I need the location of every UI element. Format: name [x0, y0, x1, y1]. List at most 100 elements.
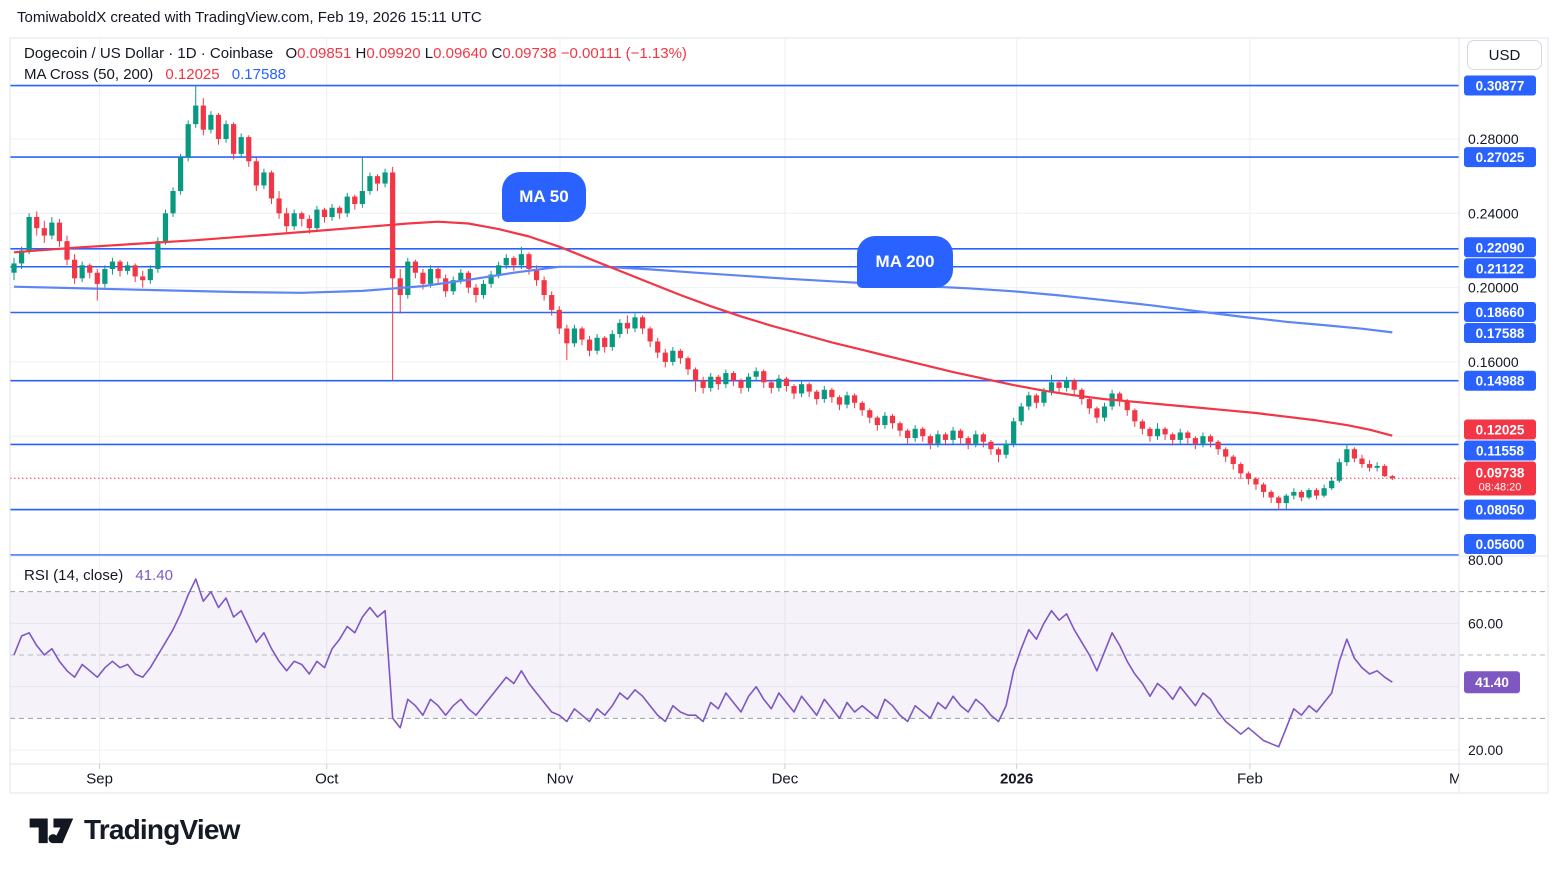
candle-body[interactable]: [306, 218, 312, 229]
candle-body[interactable]: [34, 217, 40, 229]
candle-body[interactable]: [1162, 428, 1168, 435]
candle-body[interactable]: [284, 213, 290, 227]
candle-body[interactable]: [458, 272, 464, 281]
candle-body[interactable]: [374, 176, 381, 184]
candle-body[interactable]: [185, 124, 191, 158]
candle-body[interactable]: [1207, 436, 1214, 442]
price-badge[interactable]: [1464, 301, 1536, 322]
price-badge[interactable]: [1464, 534, 1536, 554]
candle-body[interactable]: [405, 261, 411, 296]
candle-body[interactable]: [359, 191, 365, 205]
candle-body[interactable]: [1094, 408, 1100, 418]
candle-body[interactable]: [594, 337, 600, 351]
price-level-lines[interactable]: [10, 84, 1459, 556]
candle-body[interactable]: [1147, 428, 1153, 437]
tradingview-logo[interactable]: TradingView: [28, 810, 240, 850]
price-badge[interactable]: [1464, 499, 1536, 520]
candle-body[interactable]: [193, 105, 199, 125]
month-label[interactable]: Oct: [315, 771, 339, 788]
candle-body[interactable]: [617, 322, 623, 335]
candle-body[interactable]: [980, 434, 986, 442]
candle-body[interactable]: [882, 415, 888, 426]
candle-body[interactable]: [1041, 391, 1047, 403]
candle-body[interactable]: [140, 276, 146, 281]
month-label[interactable]: Dec: [772, 771, 799, 788]
candle-body[interactable]: [132, 265, 138, 277]
candle-body[interactable]: [852, 395, 858, 403]
candle-body[interactable]: [753, 371, 759, 377]
candle-body[interactable]: [1245, 473, 1251, 479]
candle-body[interactable]: [511, 257, 517, 266]
candle-body[interactable]: [147, 269, 153, 281]
candle-body[interactable]: [450, 280, 456, 292]
candle-body[interactable]: [1200, 436, 1206, 444]
candle-body[interactable]: [64, 241, 70, 260]
candle-body[interactable]: [427, 269, 434, 284]
candle-body[interactable]: [798, 384, 805, 394]
candle-body[interactable]: [1033, 395, 1039, 403]
candle-body[interactable]: [1366, 464, 1373, 468]
candle-body[interactable]: [738, 380, 744, 388]
candle-body[interactable]: [965, 438, 971, 444]
candle-body[interactable]: [1026, 395, 1032, 407]
rsi-layer[interactable]: [13, 578, 1393, 748]
candle-body[interactable]: [783, 378, 790, 387]
candle-body[interactable]: [170, 191, 176, 214]
candle-body[interactable]: [988, 441, 994, 450]
candle-body[interactable]: [723, 373, 729, 385]
candle-body[interactable]: [223, 124, 229, 139]
candle-body[interactable]: [571, 328, 578, 344]
candle-body[interactable]: [1192, 438, 1198, 444]
candle-body[interactable]: [1382, 465, 1388, 477]
candle-body[interactable]: [912, 428, 918, 439]
price-badge[interactable]: [1464, 147, 1536, 168]
candle-body[interactable]: [1154, 428, 1161, 437]
candle-body[interactable]: [1291, 491, 1297, 496]
time-axis[interactable]: Sep Oct Nov Dec 2026 Feb Mar: [86, 764, 1475, 788]
price-badge[interactable]: [1464, 258, 1536, 279]
candle-body[interactable]: [71, 259, 78, 279]
candle-body[interactable]: [761, 371, 767, 383]
price-axis-badges[interactable]: 0.30877 0.27025 0.22090 0.21122 0.18660 0.175…: [1464, 75, 1536, 694]
candle-body[interactable]: [1283, 495, 1289, 504]
ma50-line[interactable]: [13, 220, 1393, 437]
candle-body[interactable]: [299, 213, 305, 219]
candle-body[interactable]: [352, 196, 358, 205]
candle-body[interactable]: [1185, 432, 1191, 439]
price-axis-labels[interactable]: 0.28000 0.24000 0.20000 0.16000 80.00 60.00 20…: [1468, 131, 1519, 758]
candle-body[interactable]: [745, 376, 752, 388]
candle-body[interactable]: [942, 434, 949, 440]
symbol-title[interactable]: Dogecoin / US Dollar · 1D · Coinbase: [24, 45, 274, 62]
candle-body[interactable]: [776, 378, 782, 388]
candle-body[interactable]: [1215, 441, 1221, 450]
candle-body[interactable]: [844, 395, 850, 405]
candle-body[interactable]: [1389, 476, 1395, 479]
price-badge[interactable]: [1464, 419, 1536, 440]
candle-body[interactable]: [435, 269, 441, 279]
candle-body[interactable]: [200, 105, 206, 130]
candle-body[interactable]: [662, 352, 668, 362]
candle-body[interactable]: [49, 222, 55, 236]
candle-body[interactable]: [231, 124, 237, 154]
candle-body[interactable]: [624, 322, 631, 329]
candle-body[interactable]: [26, 217, 32, 251]
candle-body[interactable]: [1003, 443, 1009, 455]
candle-body[interactable]: [1048, 382, 1055, 392]
candle-body[interactable]: [314, 209, 320, 229]
candle-body[interactable]: [215, 114, 222, 139]
candle-body[interactable]: [685, 358, 691, 370]
price-badge[interactable]: [1464, 75, 1536, 96]
month-label[interactable]: Sep: [86, 771, 113, 788]
candle-body[interactable]: [768, 382, 774, 388]
candle-body[interactable]: [162, 213, 169, 242]
candle-body[interactable]: [1321, 488, 1327, 496]
currency-usd-button[interactable]: USD: [1467, 40, 1542, 70]
candle-body[interactable]: [443, 278, 449, 292]
candle-body[interactable]: [556, 309, 562, 329]
candle-body[interactable]: [715, 376, 721, 385]
candle-body[interactable]: [700, 380, 706, 388]
candle-body[interactable]: [1329, 480, 1335, 489]
candle-body[interactable]: [859, 402, 865, 411]
candle-body[interactable]: [87, 265, 93, 273]
